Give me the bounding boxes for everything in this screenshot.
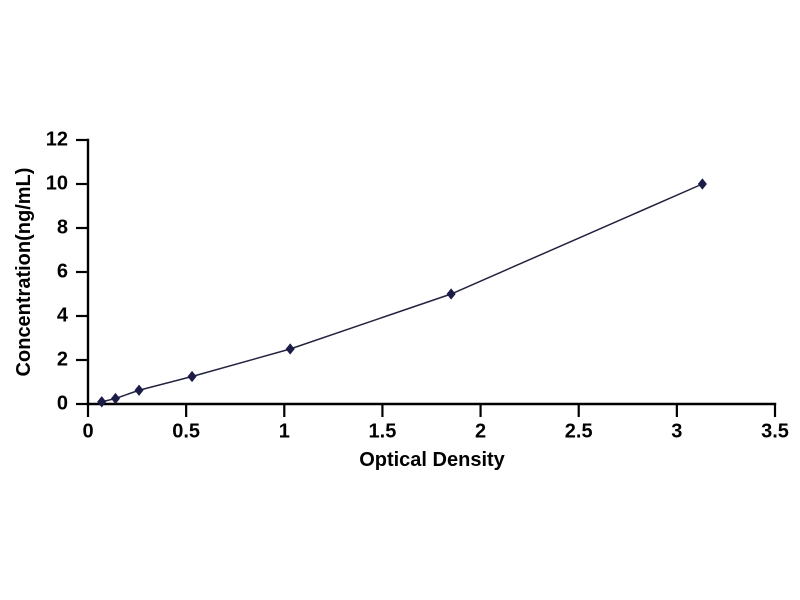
y-tick-label: 0 xyxy=(57,392,68,414)
y-axis-title: Concentration(ng/mL) xyxy=(13,168,35,377)
data-point-marker xyxy=(446,288,456,300)
x-tick-label: 0 xyxy=(82,421,93,443)
data-point-marker xyxy=(110,392,121,405)
y-tick-label: 8 xyxy=(57,216,68,238)
data-point-marker xyxy=(134,384,144,396)
x-tick-label: 2.5 xyxy=(565,421,593,443)
x-axis-ticks xyxy=(86,404,777,417)
y-axis-ticks xyxy=(76,138,88,406)
data-point-marker xyxy=(285,343,295,355)
x-tick-label: 1.5 xyxy=(369,421,397,443)
x-axis-tick-labels: 0 0.5 1 1.5 2 2.5 3 3.5 xyxy=(82,421,788,443)
y-tick-label: 12 xyxy=(46,128,68,150)
series-markers xyxy=(97,178,707,408)
data-point-marker xyxy=(97,396,107,408)
y-tick-label: 2 xyxy=(57,348,68,370)
y-axis: 0 2 4 6 8 10 12 xyxy=(46,128,90,414)
y-tick-label: 4 xyxy=(57,304,69,326)
y-tick-label: 10 xyxy=(46,172,68,194)
data-point-marker xyxy=(187,370,197,383)
series-line-standard-curve xyxy=(101,183,703,403)
x-axis-title: Optical Density xyxy=(359,449,505,471)
data-point-marker xyxy=(697,178,707,190)
x-tick-label: 0.5 xyxy=(172,421,200,443)
x-tick-label: 3 xyxy=(671,421,682,443)
y-tick-label: 6 xyxy=(57,260,68,282)
data-series xyxy=(97,178,707,408)
y-axis-tick-labels: 0 2 4 6 8 10 12 xyxy=(46,128,69,414)
x-axis: 0 0.5 1 1.5 2 2.5 3 3.5 xyxy=(82,402,789,443)
x-tick-label: 2 xyxy=(475,421,486,443)
x-tick-label: 1 xyxy=(279,421,290,443)
x-tick-label: 3.5 xyxy=(761,421,789,443)
